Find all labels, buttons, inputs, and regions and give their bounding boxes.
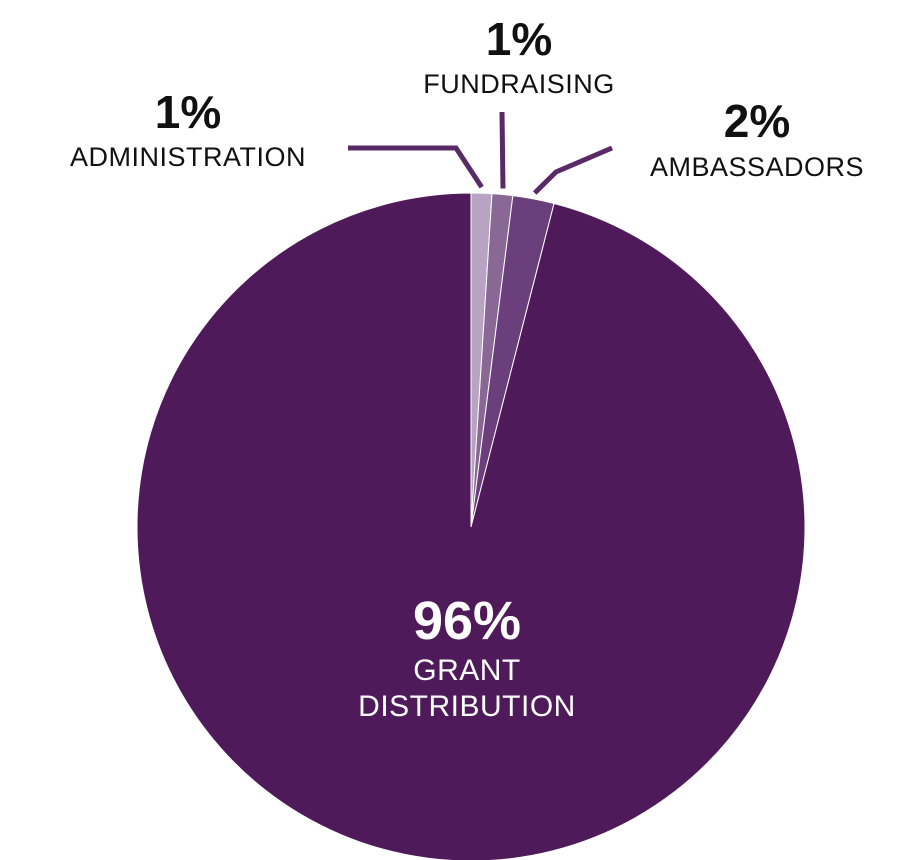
ambassadors-label: AMBASSADORS bbox=[650, 152, 864, 182]
grant-distribution-label-line2: DISTRIBUTION bbox=[358, 690, 576, 723]
fundraising-label: FUNDRAISING bbox=[423, 69, 615, 99]
leader-lines bbox=[348, 111, 613, 195]
fundraising-percent: 1% bbox=[486, 13, 552, 65]
administration-label: ADMINISTRATION bbox=[70, 142, 306, 172]
ambassadors-percent: 2% bbox=[724, 95, 790, 147]
leader-line-administration bbox=[348, 145, 484, 189]
grant-distribution-percent: 96% bbox=[413, 591, 521, 651]
administration-percent: 1% bbox=[155, 86, 221, 138]
pie-slice-grant-distribution bbox=[136, 192, 806, 860]
pie-slices bbox=[136, 192, 806, 860]
grant-distribution-label-line1: GRANT bbox=[413, 654, 521, 687]
leader-line-fundraising bbox=[499, 111, 506, 189]
leader-line-ambassadors bbox=[532, 145, 613, 195]
